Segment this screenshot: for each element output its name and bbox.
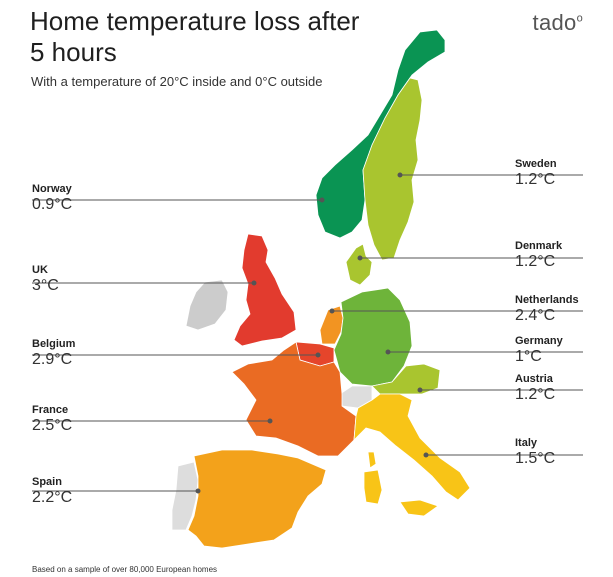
label-netherlands: Netherlands 2.4°C: [515, 294, 579, 325]
country-value-belgium: 2.9°C: [32, 351, 73, 368]
country-name-germany: Germany: [515, 335, 563, 347]
country-value-uk: 3°C: [32, 277, 59, 294]
country-netherlands: [319, 305, 344, 345]
leader-germany-dot: [385, 349, 391, 355]
page-subtitle: With a temperature of 20°C inside and 0°…: [31, 74, 323, 89]
leader-belgium-dot: [315, 352, 321, 358]
country-name-uk: UK: [32, 264, 48, 276]
country-portugal: [171, 461, 199, 531]
leader-austria-dot: [417, 387, 423, 393]
leader-norway-dot: [319, 197, 325, 203]
country-name-belgium: Belgium: [32, 338, 76, 350]
brand-logo: tadoo: [533, 10, 583, 36]
leader-uk-dot: [251, 280, 257, 286]
brand-degree-mark: o: [576, 12, 583, 25]
country-value-france: 2.5°C: [32, 417, 73, 434]
label-belgium: Belgium 2.9°C: [32, 338, 75, 369]
country-name-france: France: [32, 404, 69, 416]
label-france: France 2.5°C: [32, 404, 72, 435]
label-germany: Germany 1°C: [515, 335, 563, 366]
country-value-norway: 0.9°C: [32, 196, 73, 213]
label-norway: Norway 0.9°C: [32, 183, 72, 214]
leader-sweden-dot: [397, 172, 403, 178]
country-italy-sicily: [399, 499, 439, 517]
label-italy: Italy 1.5°C: [515, 437, 555, 468]
brand-name: tado: [532, 10, 577, 35]
country-name-netherlands: Netherlands: [515, 294, 579, 306]
country-italy-sardinia: [363, 469, 383, 505]
country-germany: [333, 287, 413, 387]
country-denmark: [345, 243, 373, 286]
country-value-spain: 2.2°C: [32, 489, 73, 506]
country-uk: [233, 233, 297, 347]
country-france: [231, 341, 357, 457]
country-value-germany: 1°C: [515, 348, 542, 365]
country-value-sweden: 1.2°C: [515, 171, 556, 188]
country-name-italy: Italy: [515, 437, 538, 449]
country-name-denmark: Denmark: [515, 240, 563, 252]
country-france-corsica: [367, 451, 377, 469]
country-name-sweden: Sweden: [515, 158, 557, 170]
country-name-austria: Austria: [515, 373, 553, 385]
leader-italy-dot: [423, 452, 429, 458]
label-uk: UK 3°C: [32, 264, 59, 295]
country-name-norway: Norway: [32, 183, 72, 195]
leader-lines: [32, 172, 583, 494]
country-italy: [353, 393, 471, 501]
label-spain: Spain 2.2°C: [32, 476, 72, 507]
label-sweden: Sweden 1.2°C: [515, 158, 557, 189]
label-denmark: Denmark 1.2°C: [515, 240, 562, 271]
leader-spain-dot: [195, 488, 201, 494]
country-spain: [187, 449, 327, 549]
country-value-denmark: 1.2°C: [515, 253, 556, 270]
country-sweden: [362, 77, 423, 261]
country-ireland: [185, 279, 229, 331]
country-name-spain: Spain: [32, 476, 62, 488]
label-austria: Austria 1.2°C: [515, 373, 555, 404]
leader-france-dot: [267, 418, 273, 424]
leader-netherlands-dot: [329, 308, 335, 314]
country-value-italy: 1.5°C: [515, 450, 556, 467]
leader-denmark-dot: [357, 255, 363, 261]
country-value-netherlands: 2.4°C: [515, 307, 556, 324]
footnote: Based on a sample of over 80,000 Europea…: [32, 565, 218, 574]
page-title: Home temperature loss after 5 hours: [30, 6, 360, 67]
country-value-austria: 1.2°C: [515, 386, 556, 403]
